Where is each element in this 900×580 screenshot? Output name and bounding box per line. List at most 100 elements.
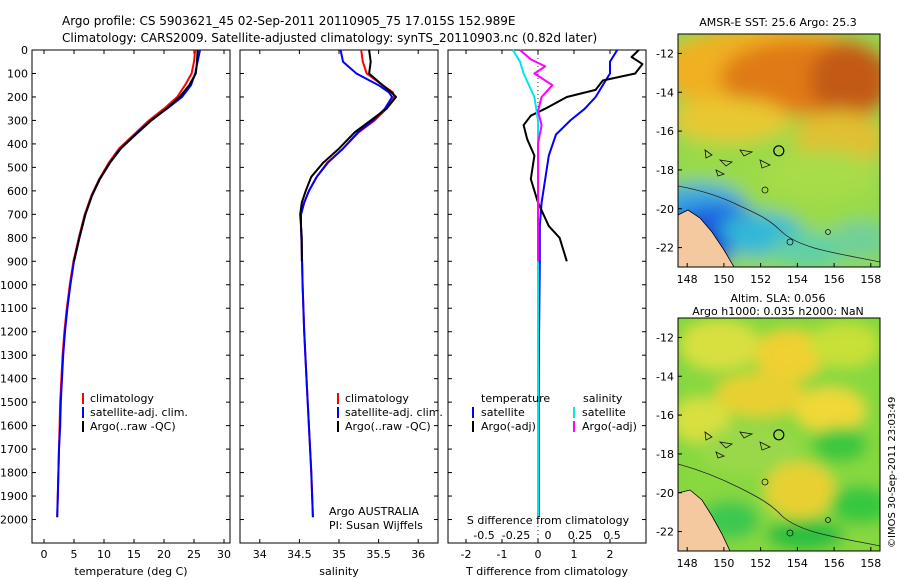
lat-tick-label: -20 xyxy=(656,203,674,216)
y-tick-label: 600 xyxy=(7,185,28,198)
lon-tick-label: 148 xyxy=(677,273,698,286)
salinity-panel: 34 34.5 35 35.5 36 climatology satellite-adj… xyxy=(239,49,443,578)
difference-lines xyxy=(511,49,644,543)
pi-label: PI: Susan Wijffels xyxy=(329,519,423,532)
legend-t-satellite: satellite xyxy=(481,406,525,419)
difference-ticks: -2 -1 0 1 2 xyxy=(448,49,646,561)
lat-tick-label: -12 xyxy=(656,331,674,344)
land-mass xyxy=(678,209,735,267)
lon-tick-label: 152 xyxy=(750,273,771,286)
x-tick-label: 1 xyxy=(571,548,578,561)
difference-legend: temperature satellite Argo(-adj) salinit… xyxy=(472,392,637,433)
lat-tick-label: -18 xyxy=(656,448,674,461)
lon-tick-label: 158 xyxy=(860,557,881,570)
sla-map-panel: Altim. SLA: 0.056 Argo h1000: 0.035 h200… xyxy=(656,292,881,570)
x-tick-label: -1 xyxy=(497,548,508,561)
series-line-satellite-adj-clim- xyxy=(300,49,394,518)
lat-tick-label: -22 xyxy=(656,242,674,255)
timestamp-stamp: ©IMOS 30-Sep-2011 23:03:49 xyxy=(887,397,898,548)
y-tick-label: 1400 xyxy=(0,373,28,386)
x-tick-label: 20 xyxy=(157,548,171,561)
y-tick-label: 0 xyxy=(21,44,28,57)
sla-map-ticks: 148 150 152 154 156 158 -12 -14 -16 -18 -20 -22 xyxy=(656,331,881,570)
lon-tick-label: 154 xyxy=(787,557,808,570)
depth-contour xyxy=(678,463,880,547)
legend-s-satellite: satellite xyxy=(582,406,626,419)
x-tick-label: 35 xyxy=(332,548,346,561)
lon-tick-label: 156 xyxy=(824,273,845,286)
y-tick-label: 1500 xyxy=(0,396,28,409)
lat-tick-label: -18 xyxy=(656,164,674,177)
x-tick-label: 36 xyxy=(411,548,425,561)
legend-argo-raw: Argo(..raw -QC) xyxy=(90,420,176,433)
legend-s-argo: Argo(-adj) xyxy=(582,420,637,433)
temperature-panel: 0100200300400500600700800900100011001200… xyxy=(0,44,231,578)
x-tick-label: 35.5 xyxy=(366,548,391,561)
lat-tick-label: -22 xyxy=(656,526,674,539)
series-line-argo-raw-qc- xyxy=(73,49,199,262)
reef-outlines xyxy=(704,149,771,177)
y-tick-label: 100 xyxy=(7,67,28,80)
reef-outline xyxy=(761,478,769,486)
x-tick-label: 0 xyxy=(41,548,48,561)
s-tick-label: 0 xyxy=(545,529,552,542)
legend-satellite-adj: satellite-adj. clim. xyxy=(90,406,188,419)
land-mass xyxy=(678,489,731,551)
salinity-ticks: 34 34.5 35 35.5 36 xyxy=(240,49,438,561)
y-tick-label: 300 xyxy=(7,114,28,127)
lon-tick-label: 156 xyxy=(824,557,845,570)
legend-climatology: climatology xyxy=(345,392,409,405)
s-difference-xlabel: S difference from climatology xyxy=(467,514,630,527)
t-difference-xlabel: T difference from climatology xyxy=(465,565,628,578)
sst-map-ticks: 148 150 152 154 156 158 -12 -14 -16 -18 -20 -22 xyxy=(656,47,881,286)
depth-contour xyxy=(678,185,880,263)
legend-argo-raw: Argo(..raw -QC) xyxy=(345,420,431,433)
argo-position-marker xyxy=(773,145,785,157)
x-tick-label: 34 xyxy=(253,548,267,561)
x-tick-label: 10 xyxy=(97,548,111,561)
sla-map-title-2: Argo h1000: 0.035 h2000: NaN xyxy=(692,305,864,318)
legend-climatology: climatology xyxy=(90,392,154,405)
x-tick-label: -2 xyxy=(461,548,472,561)
s-tick-label: 0.5 xyxy=(603,529,621,542)
y-tick-label: 1000 xyxy=(0,279,28,292)
reef-outline xyxy=(761,186,769,194)
reef-outlines xyxy=(704,431,771,459)
temperature-axes-box xyxy=(31,49,231,544)
series-line-argo-raw-qc- xyxy=(299,49,397,262)
header-line2: Climatology: CARS2009. Satellite-adjuste… xyxy=(62,31,597,45)
x-tick-label: 34.5 xyxy=(287,548,312,561)
legend-satellite-adj: satellite-adj. clim. xyxy=(345,406,443,419)
sla-map-frame xyxy=(677,317,881,552)
y-tick-label: 1300 xyxy=(0,349,28,362)
header-line1: Argo profile: CS 5903621_45 02-Sep-2011 … xyxy=(62,14,516,28)
lat-tick-label: -16 xyxy=(656,125,674,138)
salinity-axes-box xyxy=(239,49,439,544)
lon-tick-label: 158 xyxy=(860,273,881,286)
reef-outline xyxy=(825,229,831,235)
lon-tick-label: 150 xyxy=(713,273,734,286)
y-tick-label: 200 xyxy=(7,91,28,104)
x-tick-label: 5 xyxy=(71,548,78,561)
salinity-xlabel: salinity xyxy=(319,565,359,578)
y-tick-label: 1200 xyxy=(0,326,28,339)
y-tick-label: 1700 xyxy=(0,443,28,456)
temperature-lines xyxy=(56,49,201,518)
x-tick-label: 30 xyxy=(217,548,231,561)
sst-map-title: AMSR-E SST: 25.6 Argo: 25.3 xyxy=(699,16,857,29)
difference-panel: -2 -1 0 1 2 temperature satellite Argo(-adj)… xyxy=(447,49,647,578)
temperature-legend: climatology satellite-adj. clim. Argo(..… xyxy=(82,392,188,433)
lat-tick-label: -14 xyxy=(656,370,674,383)
lon-tick-label: 152 xyxy=(750,557,771,570)
y-tick-label: 900 xyxy=(7,255,28,268)
x-tick-label: 25 xyxy=(187,548,201,561)
legend-t-argo: Argo(-adj) xyxy=(481,420,536,433)
sst-field xyxy=(678,34,880,267)
salinity-lines xyxy=(299,49,397,518)
series-line-t-argo-adj- xyxy=(522,49,644,262)
lat-tick-label: -12 xyxy=(656,47,674,60)
reef-outline xyxy=(786,238,794,246)
salinity-legend: climatology satellite-adj. clim. Argo(..… xyxy=(337,392,443,433)
y-tick-label: 1900 xyxy=(0,490,28,503)
